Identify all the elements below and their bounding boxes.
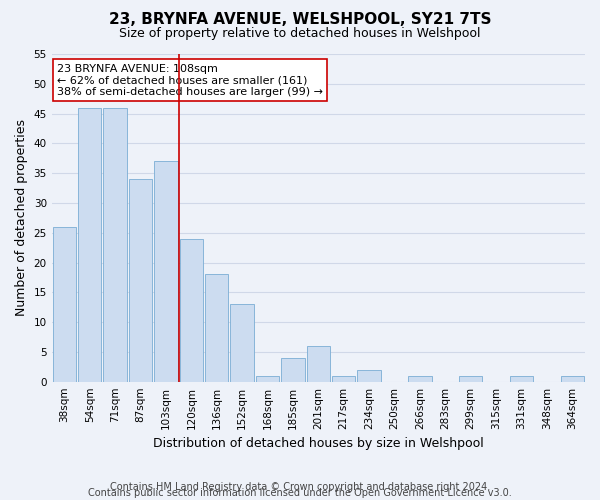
Bar [103,108,127,382]
Bar [510,376,533,382]
Bar [256,376,279,382]
Bar [459,376,482,382]
Bar [53,227,76,382]
Bar [332,376,355,382]
Y-axis label: Number of detached properties: Number of detached properties [15,120,28,316]
Bar [205,274,229,382]
Text: Contains HM Land Registry data © Crown copyright and database right 2024.: Contains HM Land Registry data © Crown c… [110,482,490,492]
Bar [78,108,101,382]
Text: Size of property relative to detached houses in Welshpool: Size of property relative to detached ho… [119,28,481,40]
Text: 23, BRYNFA AVENUE, WELSHPOOL, SY21 7TS: 23, BRYNFA AVENUE, WELSHPOOL, SY21 7TS [109,12,491,28]
X-axis label: Distribution of detached houses by size in Welshpool: Distribution of detached houses by size … [153,437,484,450]
Bar [129,179,152,382]
Bar [408,376,431,382]
Bar [307,346,330,382]
Text: 23 BRYNFA AVENUE: 108sqm
← 62% of detached houses are smaller (161)
38% of semi-: 23 BRYNFA AVENUE: 108sqm ← 62% of detach… [57,64,323,97]
Bar [230,304,254,382]
Bar [358,370,381,382]
Bar [179,238,203,382]
Bar [281,358,305,382]
Bar [154,161,178,382]
Bar [560,376,584,382]
Text: Contains public sector information licensed under the Open Government Licence v3: Contains public sector information licen… [88,488,512,498]
